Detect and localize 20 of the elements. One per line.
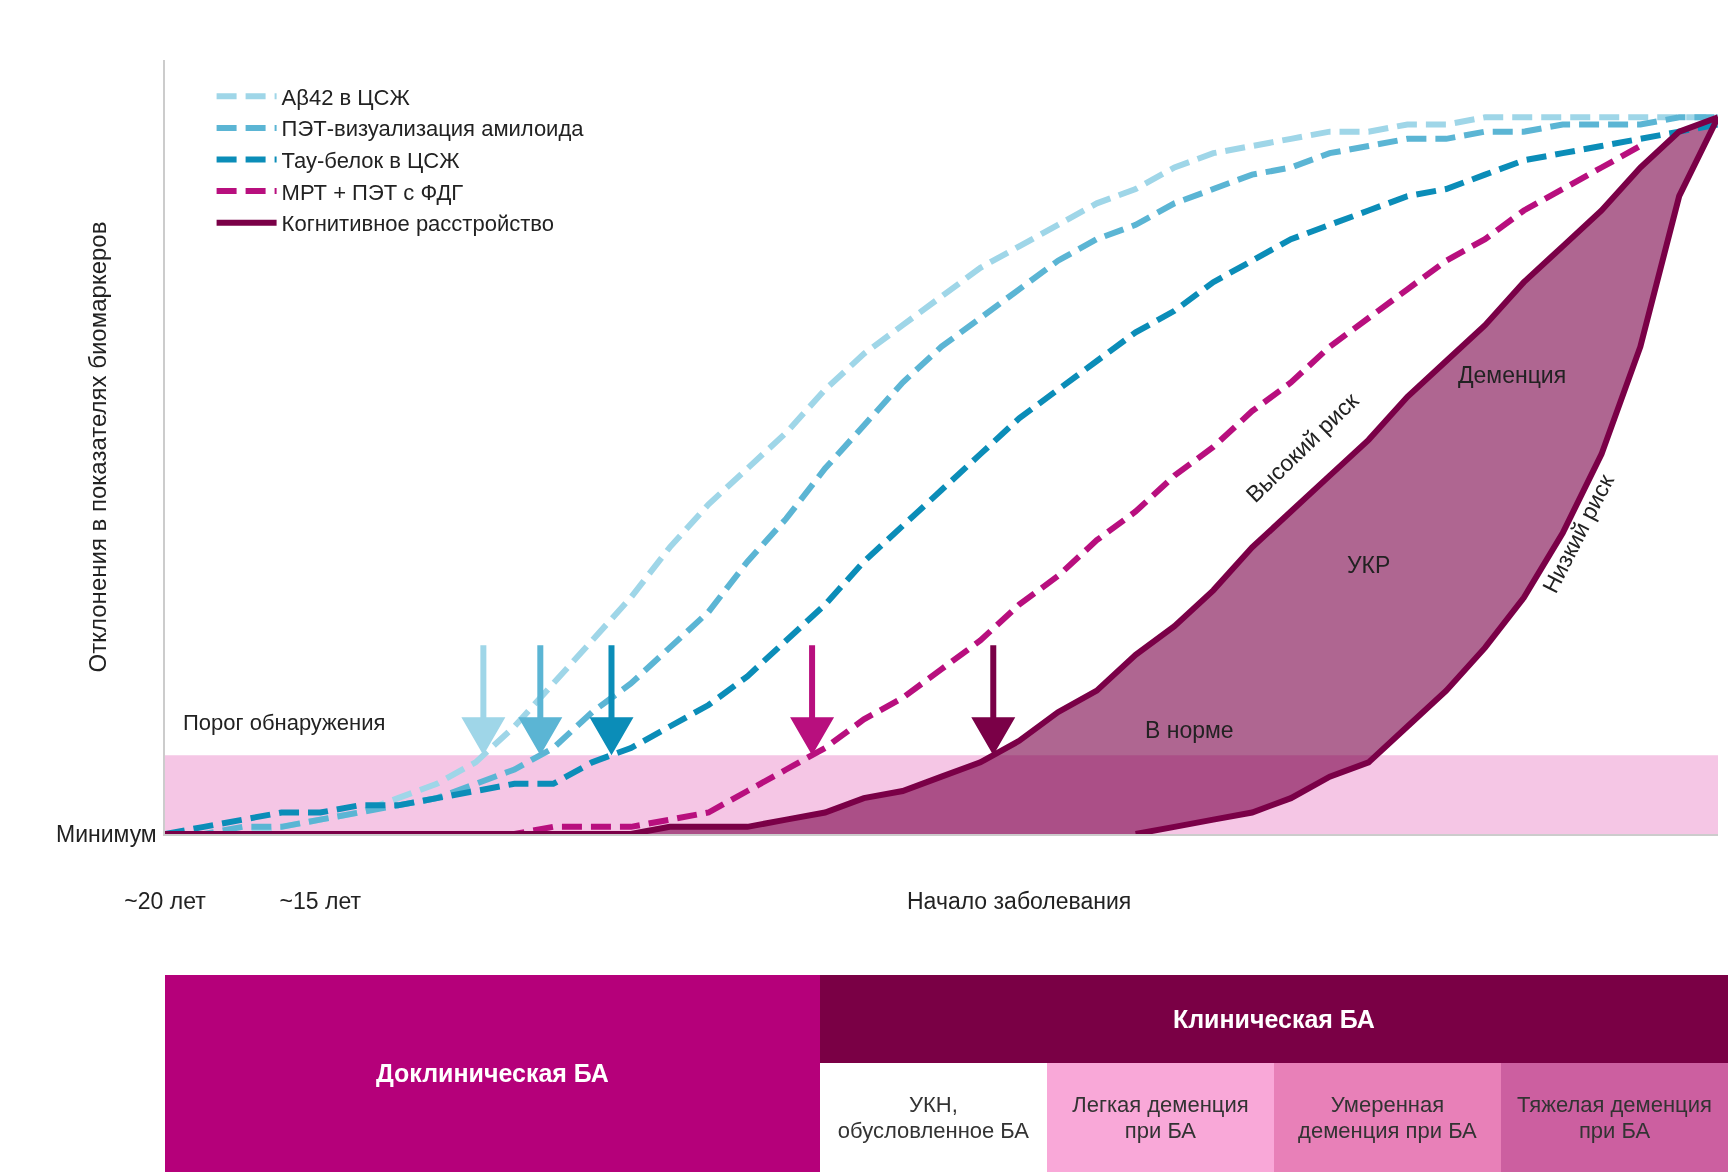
band-label: Порог обнаружения [183, 710, 386, 735]
y-axis-title: Отклонения в показателях биомаркеров [83, 221, 111, 673]
text: УКН, обусловленное БА [836, 1092, 1030, 1143]
legend-label: Тау-белок в ЦСЖ [281, 148, 461, 174]
text: Минимум [56, 821, 157, 847]
annotation: Деменция [1458, 362, 1567, 388]
x-tick-label: ~15 лет [279, 887, 362, 914]
legend-label: Aβ42 в ЦСЖ [281, 84, 411, 110]
x-tick-label: ~20 лет [124, 887, 207, 914]
legend-label: Когнитивное расстройство [281, 211, 554, 237]
text: Тяжелая деменция при БА [1516, 1092, 1713, 1143]
annotation: В норме [1145, 717, 1234, 743]
legend-label: МРТ + ПЭТ с ФДГ [281, 179, 464, 205]
text: Доклиническая БА [165, 975, 820, 1172]
legend-label: ПЭТ-визуализация амилоида [281, 116, 585, 142]
text: Клиническая БА [819, 975, 1728, 1063]
text: Легкая деменция при БА [1071, 1092, 1250, 1143]
x-tick-label: Начало заболевания [907, 887, 1132, 914]
text: Умеренная деменция при БА [1297, 1092, 1478, 1143]
annotation: УКР [1347, 552, 1391, 578]
